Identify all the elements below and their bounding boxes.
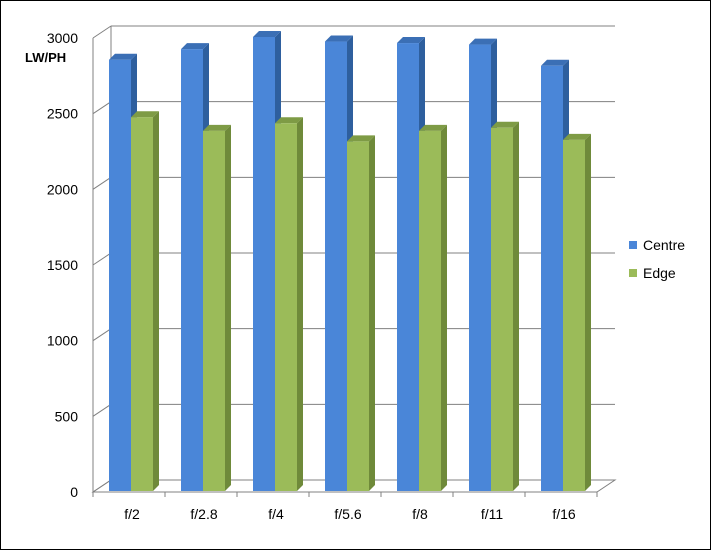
bars	[109, 31, 591, 492]
x-tick-label: f/2.8	[190, 506, 217, 522]
bar-top	[203, 124, 231, 131]
bar-side	[297, 117, 303, 491]
bar-side	[513, 121, 519, 492]
bar-front	[203, 130, 225, 491]
bar-side	[369, 135, 375, 492]
y-tick-labels: 0 500 1000 1500 2000 2500 3000	[47, 30, 78, 500]
bar-front	[347, 141, 369, 492]
bar-top	[131, 111, 159, 118]
wall-gridline	[92, 403, 112, 417]
y-axis-label: LW/PH	[25, 50, 66, 65]
bar-top	[181, 43, 209, 50]
bar-top	[469, 38, 497, 45]
bar-front	[491, 127, 513, 492]
bar-front	[419, 130, 441, 491]
bar-front	[469, 44, 491, 492]
y-tick-label: 1000	[47, 333, 78, 349]
x-tick-label: f/16	[552, 506, 576, 522]
bar-top	[109, 53, 137, 60]
bar-front	[563, 139, 585, 491]
bar-edge	[275, 117, 303, 491]
legend: Centre Edge	[629, 237, 685, 281]
bar-side	[585, 133, 591, 491]
legend-label-edge: Edge	[643, 265, 676, 281]
bar-top	[491, 121, 519, 128]
bar-top	[325, 35, 353, 42]
y-tick-label: 0	[70, 484, 78, 500]
bar-edge	[563, 133, 591, 491]
x-tick-label: f/8	[412, 506, 428, 522]
legend-swatch-centre	[629, 241, 637, 249]
bar-edge	[347, 135, 375, 492]
x-tick-labels: f/2 f/2.8 f/4 f/5.6 f/8 f/11 f/16	[124, 506, 576, 522]
x-tick-label: f/4	[268, 506, 284, 522]
bar-front	[325, 41, 347, 491]
bar-front	[181, 49, 203, 492]
y-tick-label: 2500	[47, 106, 78, 122]
wall-gridline	[92, 328, 112, 342]
y-tick-label: 3000	[47, 30, 78, 46]
bar-side	[153, 111, 159, 491]
bar-edge	[203, 124, 231, 492]
bar-side	[225, 124, 231, 492]
x-tick-label: f/2	[124, 506, 140, 522]
legend-swatch-edge	[629, 269, 637, 277]
wall-gridline	[92, 101, 112, 115]
bar-edge	[491, 121, 519, 492]
bar-side	[441, 124, 447, 492]
bar-top	[397, 37, 425, 44]
x-tick-label: f/11	[481, 506, 504, 522]
bar-front	[253, 37, 275, 491]
bar-edge	[419, 124, 447, 492]
bar-front	[397, 43, 419, 491]
bar-front	[541, 65, 563, 492]
bar-front	[275, 123, 297, 491]
bar-top	[541, 59, 569, 66]
floor	[91, 479, 617, 493]
bar-top	[563, 133, 591, 140]
wall-gridline	[92, 252, 112, 266]
x-tick-label: f/5.6	[334, 506, 361, 522]
y-tick-label: 1500	[47, 257, 78, 273]
bar-front	[131, 117, 153, 491]
y-tick-label: 2000	[47, 181, 78, 197]
bar-top	[419, 124, 447, 131]
bar-top	[275, 117, 303, 124]
legend-label-centre: Centre	[643, 237, 685, 253]
wall-gridline	[92, 25, 112, 39]
bar-top	[253, 31, 281, 37]
bar-edge	[131, 111, 159, 491]
bar-front	[109, 59, 131, 491]
wall-gridline	[92, 176, 112, 190]
bar-top	[347, 135, 375, 142]
y-tick-label: 500	[55, 408, 79, 424]
